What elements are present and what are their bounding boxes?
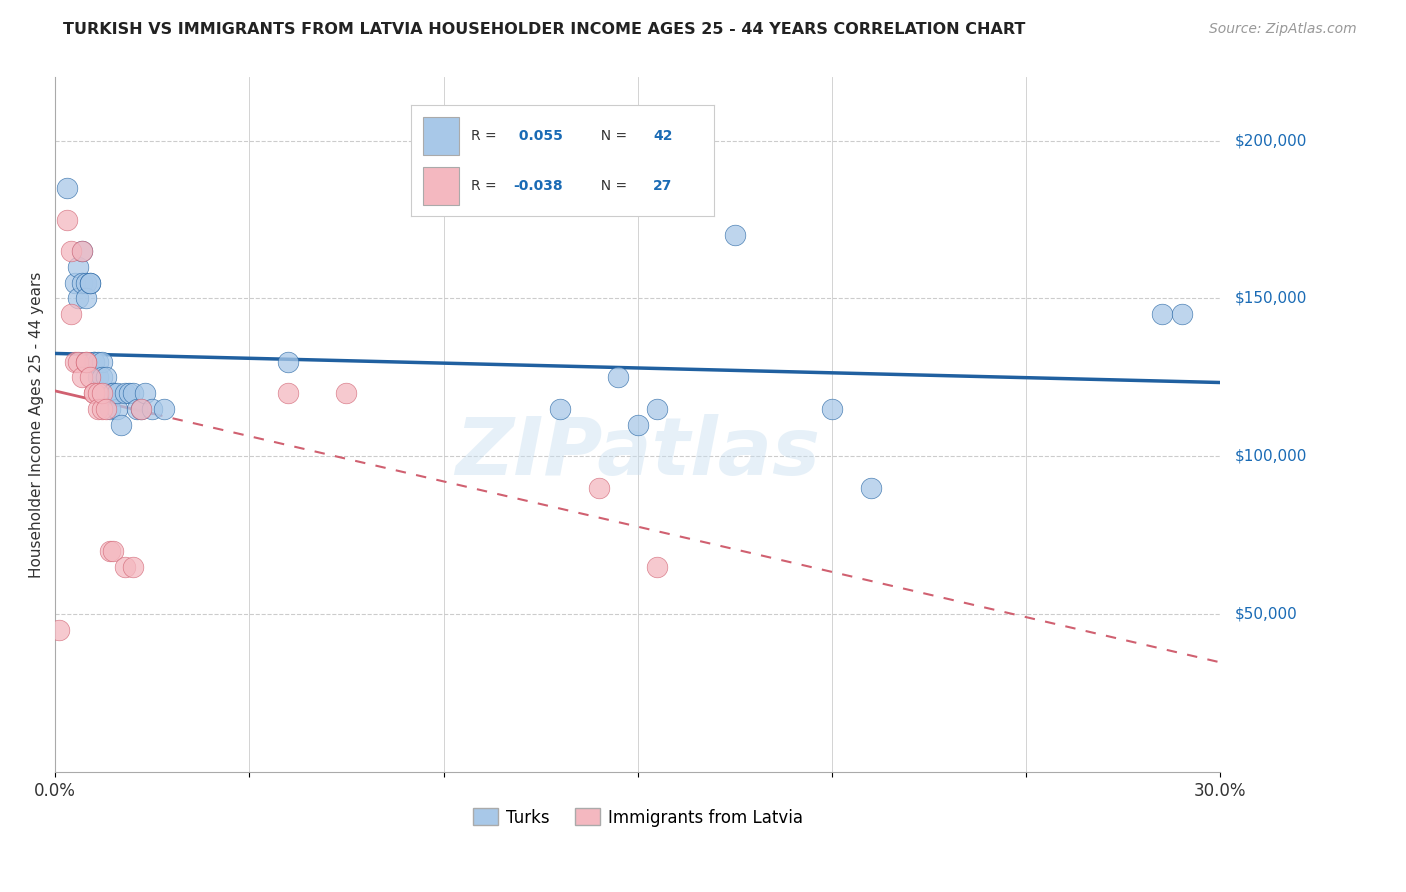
Point: [548, 401, 571, 416]
Point: [48, 623, 70, 637]
Point: [105, 401, 128, 416]
Point: [72, 244, 94, 258]
Point: [87, 354, 110, 368]
Point: [63, 354, 86, 368]
Point: [90, 401, 112, 416]
Point: [141, 401, 163, 416]
Point: [103, 386, 125, 401]
Point: [56, 181, 79, 195]
Point: [277, 386, 299, 401]
Point: [1152, 307, 1174, 321]
Point: [67, 260, 90, 274]
Point: [98, 401, 121, 416]
Point: [75, 354, 97, 368]
Point: [83, 386, 105, 401]
Point: [83, 354, 105, 368]
Point: [125, 401, 148, 416]
Point: [645, 559, 668, 574]
Point: [72, 244, 94, 258]
Legend: Turks, Immigrants from Latvia: Turks, Immigrants from Latvia: [465, 802, 810, 833]
Point: [59, 244, 82, 258]
Point: [118, 386, 141, 401]
Point: [75, 292, 97, 306]
Point: [90, 370, 112, 384]
Point: [607, 370, 630, 384]
Point: [94, 401, 117, 416]
Text: Source: ZipAtlas.com: Source: ZipAtlas.com: [1209, 22, 1357, 37]
Point: [105, 386, 128, 401]
Point: [98, 544, 121, 558]
Point: [103, 544, 125, 558]
Point: [75, 354, 97, 368]
Text: $150,000: $150,000: [1234, 291, 1306, 306]
Point: [90, 386, 112, 401]
Point: [59, 307, 82, 321]
Y-axis label: Householder Income Ages 25 - 44 years: Householder Income Ages 25 - 44 years: [30, 271, 44, 578]
Point: [121, 559, 143, 574]
Text: TURKISH VS IMMIGRANTS FROM LATVIA HOUSEHOLDER INCOME AGES 25 - 44 YEARS CORRELAT: TURKISH VS IMMIGRANTS FROM LATVIA HOUSEH…: [63, 22, 1025, 37]
Point: [134, 386, 156, 401]
Text: ZIPatlas: ZIPatlas: [456, 414, 820, 491]
Point: [724, 228, 747, 243]
Point: [129, 401, 152, 416]
Text: $50,000: $50,000: [1234, 607, 1296, 622]
Point: [63, 276, 86, 290]
Point: [90, 354, 112, 368]
Point: [87, 386, 110, 401]
Point: [72, 370, 94, 384]
Point: [114, 559, 136, 574]
Point: [79, 276, 101, 290]
Point: [1170, 307, 1192, 321]
Point: [75, 276, 97, 290]
Point: [56, 212, 79, 227]
Point: [72, 276, 94, 290]
Point: [94, 386, 117, 401]
Point: [79, 276, 101, 290]
Point: [153, 401, 176, 416]
Point: [129, 401, 152, 416]
Text: $200,000: $200,000: [1234, 133, 1306, 148]
Point: [114, 386, 136, 401]
Point: [67, 292, 90, 306]
Point: [87, 401, 110, 416]
Point: [103, 386, 125, 401]
Point: [67, 354, 90, 368]
Point: [335, 386, 357, 401]
Point: [83, 386, 105, 401]
Point: [821, 401, 844, 416]
Point: [645, 401, 668, 416]
Point: [79, 370, 101, 384]
Point: [277, 354, 299, 368]
Point: [87, 370, 110, 384]
Text: $100,000: $100,000: [1234, 449, 1306, 464]
Point: [121, 386, 143, 401]
Point: [110, 417, 132, 432]
Point: [627, 417, 650, 432]
Point: [94, 370, 117, 384]
Point: [588, 481, 610, 495]
Point: [859, 481, 882, 495]
Point: [83, 354, 105, 368]
